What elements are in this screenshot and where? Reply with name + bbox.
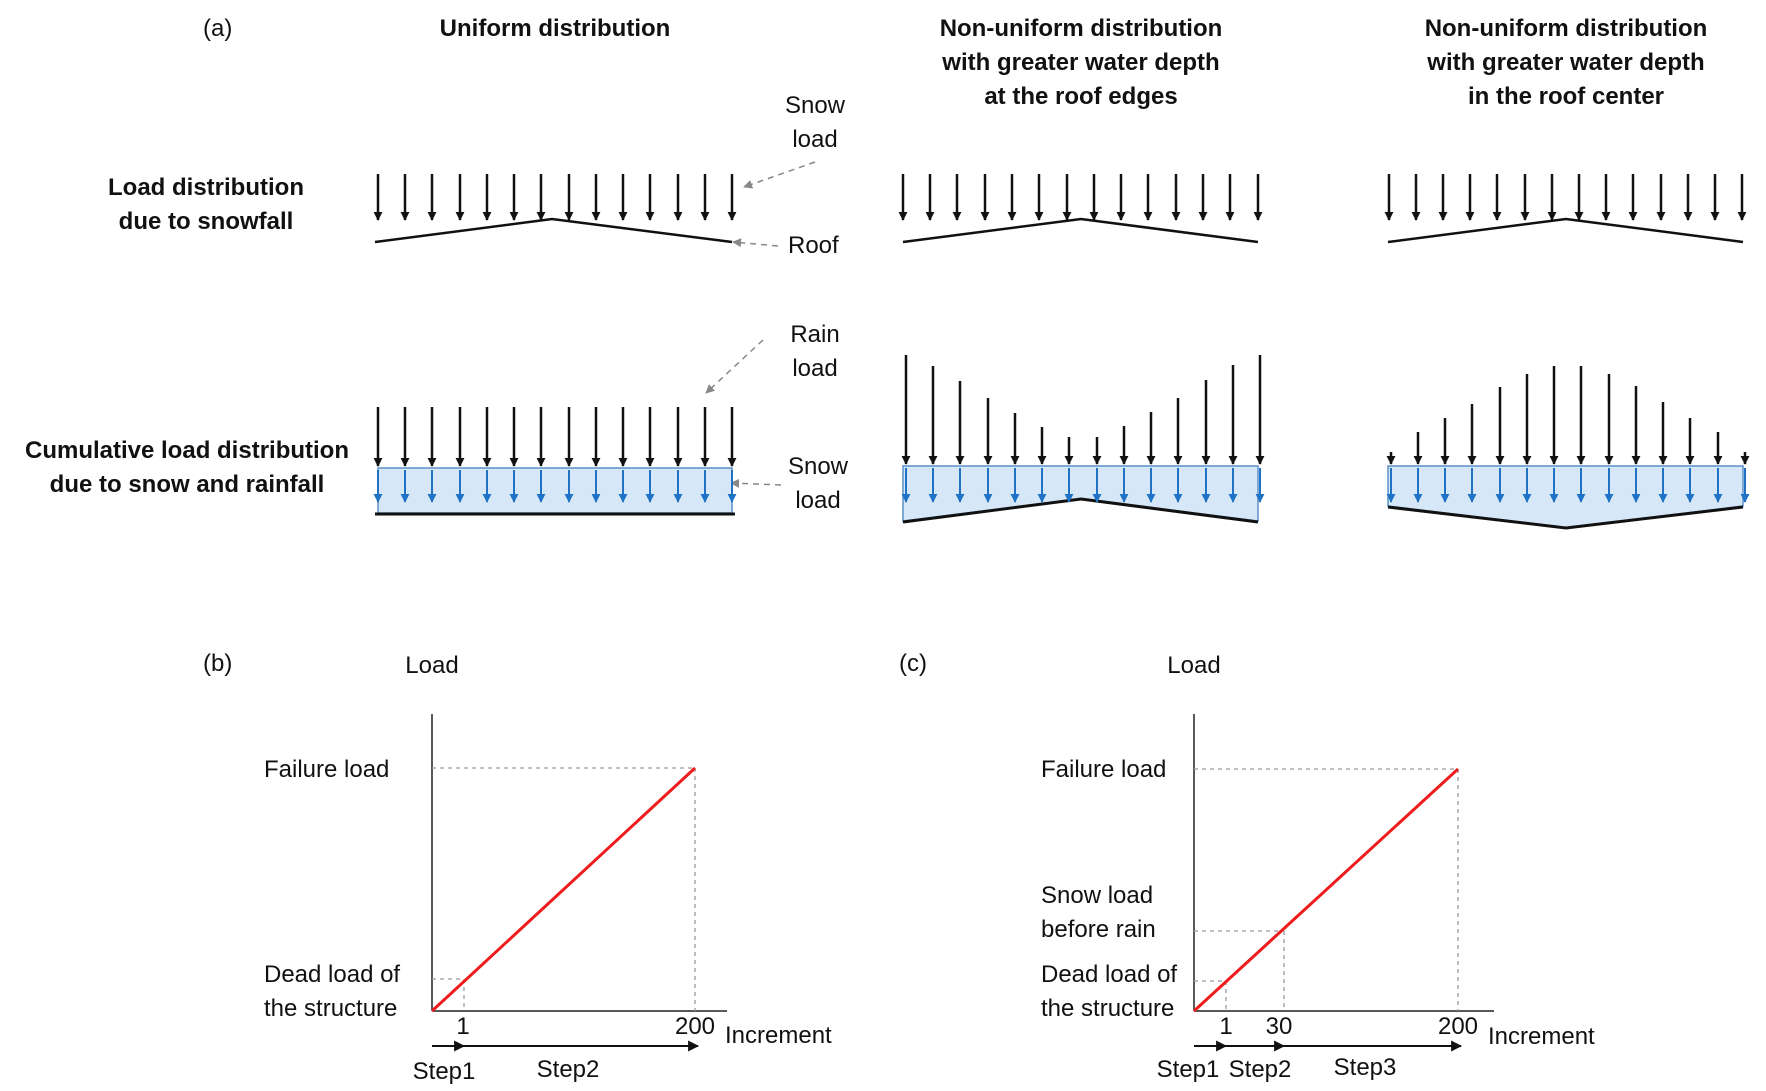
annotation-rain-load: Rain load [790,321,839,382]
panel-c-step2-label: Step2 [1229,1056,1292,1083]
panel-b-label: (b) [203,650,232,677]
column-title-center: Non-uniform distribution with greater wa… [1425,15,1708,110]
panel-c-load-line [1192,767,1460,1013]
panel-c-step1-label: Step1 [1157,1056,1220,1083]
rain-arrows-edges [901,355,1265,465]
panel-c-dead-label-line: the structure [1041,995,1174,1022]
column-title-center-line: Non-uniform distribution [1425,15,1708,42]
roof-line-edges-top [902,217,1259,244]
annotation-pointer-snow-top [743,161,816,189]
panel-c-snow-label: Snow load before rain [1041,882,1156,943]
column-title-edges: Non-uniform distribution with greater wa… [940,15,1223,110]
panel-c-tick-200: 200 [1438,1013,1478,1040]
snow-arrows-uniform-water [373,470,737,503]
panel-b-failure-label: Failure load [264,756,389,783]
annotation-roof: Roof [788,232,839,259]
roof-line-uniform-top [374,217,733,244]
roof-line-center-bottom [1387,505,1744,530]
row-label-snowfall: Load distribution due to snowfall [108,174,304,235]
panel-b-tick-1: 1 [456,1013,469,1040]
row-label-line: due to snowfall [119,208,294,235]
roof-line-center-top [1387,217,1744,244]
column-title-center-line: in the roof center [1468,83,1664,110]
panel-c-snow-label-line: Snow load [1041,882,1153,909]
annotation-text: load [792,355,837,382]
snowfall-arrows-edges [898,174,1263,221]
column-title-edges-line: at the roof edges [984,83,1177,110]
panel-b-tick-200: 200 [675,1013,715,1040]
annotation-snow-load-bottom: Snow load [788,453,849,514]
annotation-snow-load-top: Snow load [785,92,846,153]
panel-c-y-axis-label: Load [1167,652,1220,679]
panel-c-failure-label: Failure load [1041,756,1166,783]
snowfall-arrows-center [1384,174,1747,221]
panel-c-tick-1: 1 [1219,1013,1232,1040]
column-title-uniform: Uniform distribution [440,15,671,42]
panel-b-y-axis-label: Load [405,652,458,679]
panel-c-dead-label: Dead load of the structure [1041,961,1177,1022]
panel-c-dead-label-line: Dead load of [1041,961,1177,988]
column-title-edges-line: Non-uniform distribution [940,15,1223,42]
annotation-pointer-rain [705,339,764,394]
panel-a-label: (a) [203,15,232,42]
panel-c-x-axis-label: Increment [1488,1023,1595,1050]
annotation-text: Snow [785,92,846,119]
panel-b-step2-label: Step2 [537,1056,600,1083]
row-label-line: Load distribution [108,174,304,201]
panel-c-step3-label: Step3 [1334,1054,1397,1081]
panel-b-dead-label: Dead load of the structure [264,961,400,1022]
row-label-line: Cumulative load distribution [25,437,349,464]
panel-b-dead-label-line: Dead load of [264,961,400,988]
column-title-center-line: with greater water depth [1426,49,1704,76]
snow-arrows-edges-water [901,468,1265,503]
panel-b-x-axis-label: Increment [725,1022,832,1049]
panel-c-label: (c) [899,650,927,677]
rain-arrows-center [1386,366,1750,465]
panel-b-step1-label: Step1 [413,1058,476,1085]
annotation-text: Snow [788,453,849,480]
panel-b-load-line [430,766,697,1013]
water-layer-edges [902,465,1259,522]
column-title-edges-line: with greater water depth [941,49,1219,76]
annotation-text: load [795,487,840,514]
row-label-cumulative: Cumulative load distribution due to snow… [25,437,349,498]
snowfall-arrows-uniform [373,174,737,221]
panel-b-dead-label-line: the structure [264,995,397,1022]
annotation-text: Rain [790,321,839,348]
annotation-text: load [792,126,837,153]
annotation-pointer-roof [732,238,779,248]
roof-line-edges-bottom [902,497,1259,524]
rain-arrows-uniform [373,407,737,467]
panel-c-snow-label-line: before rain [1041,916,1156,943]
row-label-line: due to snow and rainfall [50,471,325,498]
snow-arrows-center-water [1386,468,1750,503]
panel-c-tick-30: 30 [1266,1013,1293,1040]
annotation-pointer-snow-bottom [730,478,782,488]
